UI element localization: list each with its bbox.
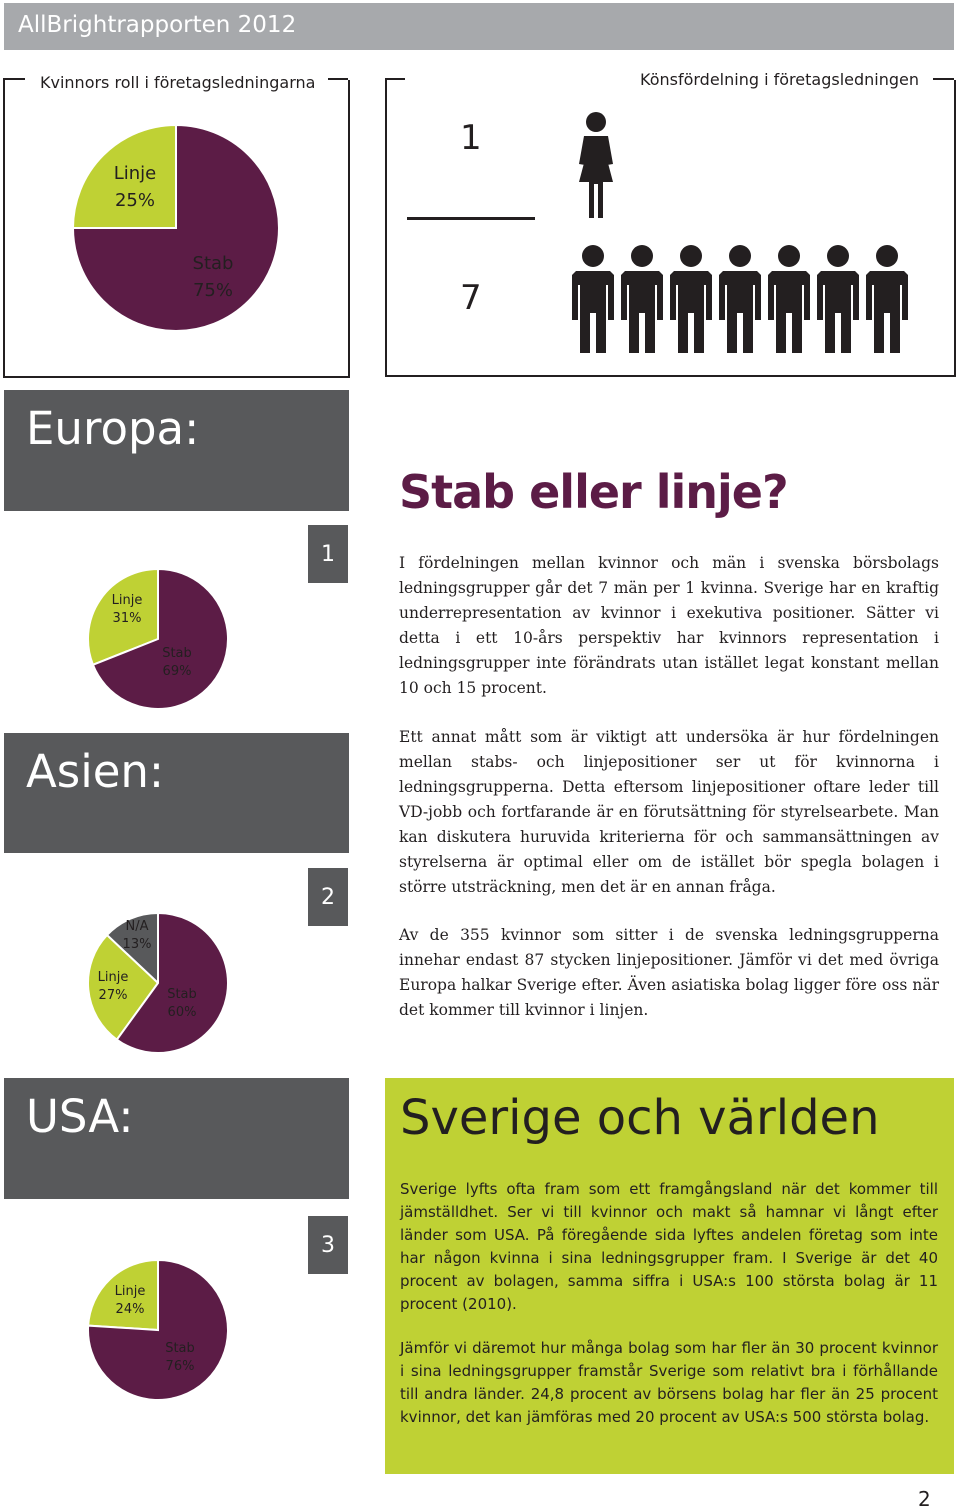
section1-paragraph-3: Av de 355 kvinnor som sitter i de svensk… xyxy=(399,926,939,1019)
fraction-numerator: 1 xyxy=(460,118,482,158)
region-title-usa: USA: xyxy=(26,1090,134,1143)
male-person-icon xyxy=(621,245,663,353)
panel-konsfordelning xyxy=(385,80,956,377)
region-title-asien: Asien: xyxy=(26,745,165,798)
pie-asien-stab-label: Stab 60% xyxy=(167,987,197,1020)
pie-overall-linje-label: Linje 25% xyxy=(113,163,157,211)
region-number-3: 3 xyxy=(308,1216,348,1274)
region-number-1: 1 xyxy=(308,525,348,583)
male-people-icons xyxy=(572,245,908,353)
pie-chart-overall xyxy=(71,123,280,332)
region-band-usa: USA: xyxy=(4,1078,349,1199)
male-person-icon xyxy=(768,245,810,353)
section-heading-stab-eller-linje: Stab eller linje? xyxy=(399,465,789,519)
pie-europa-stab-label: Stab 69% xyxy=(162,646,192,679)
panel-right-title: Könsfördelning i företagsledningen xyxy=(640,70,919,89)
section-heading-sverige-och-varlden: Sverige och världen xyxy=(400,1090,880,1146)
section2-paragraph-1: Sverige lyfts ofta fram som ett framgång… xyxy=(400,1180,938,1313)
pie-overall-stab-label: Stab 75% xyxy=(192,253,234,301)
male-person-icon xyxy=(670,245,712,353)
fraction-denominator: 7 xyxy=(460,278,482,318)
panel-kvinnors-roll xyxy=(3,80,350,378)
pie-asien-slice-linje xyxy=(87,933,160,1042)
fraction-line xyxy=(407,217,535,220)
female-person-icon xyxy=(579,112,613,218)
green-panel-sverige: Sverige och världen Sverige lyfts ofta f… xyxy=(385,1078,954,1474)
pie-overall-slice-linje xyxy=(71,123,177,229)
section1-paragraph-1: I fördelningen mellan kvinnor och män i … xyxy=(399,554,939,697)
region-number-2: 2 xyxy=(308,868,348,926)
pie-usa-stab-label: Stab 76% xyxy=(165,1341,195,1374)
pie-europa-slice-linje xyxy=(87,567,159,667)
region-band-europa: Europa: xyxy=(4,390,349,511)
pie-chart-europa xyxy=(87,567,229,710)
region-title-europa: Europa: xyxy=(26,402,200,455)
report-title: AllBrightrapporten 2012 xyxy=(18,12,297,38)
header-bar: AllBrightrapporten 2012 xyxy=(4,3,954,50)
region-band-asien: Asien: xyxy=(4,733,349,853)
section2-paragraph-2: Jämför vi däremot hur många bolag som ha… xyxy=(400,1339,938,1426)
pie-europa-slice-stab xyxy=(91,567,229,710)
male-person-icon xyxy=(866,245,908,353)
pie-overall-slice-stab xyxy=(71,123,280,332)
male-person-icon xyxy=(719,245,761,353)
pie-chart-usa xyxy=(87,1258,229,1401)
pie-usa-linje-label: Linje 24% xyxy=(114,1284,146,1317)
pie-asien-slice-na xyxy=(105,911,159,986)
male-person-icon xyxy=(817,245,859,353)
page-number: 2 xyxy=(918,1487,931,1511)
section1-paragraph-2: Ett annat mått som är viktigt att unders… xyxy=(399,728,939,896)
panel-left-title: Kvinnors roll i företagsledningarna xyxy=(40,73,316,92)
pie-chart-asien xyxy=(87,911,229,1054)
pie-asien-linje-label: Linje 27% xyxy=(97,970,129,1003)
pie-asien-slice-stab xyxy=(115,911,229,1054)
pie-europa-linje-label: Linje 31% xyxy=(111,593,143,626)
pie-asien-na-label: N/A 13% xyxy=(122,919,152,952)
male-person-icon xyxy=(572,245,614,353)
pie-usa-slice-linje xyxy=(87,1258,159,1332)
pie-usa-slice-stab xyxy=(87,1258,229,1401)
